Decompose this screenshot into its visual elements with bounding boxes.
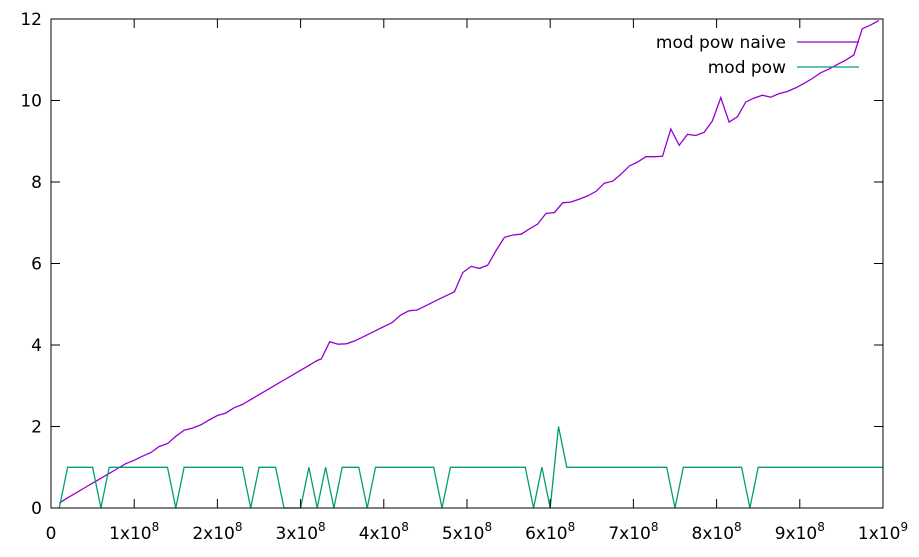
x-tick-label: 0 — [46, 524, 57, 544]
y-tick-label: 8 — [31, 173, 42, 193]
x-tick-label: 9x108 — [775, 520, 825, 544]
x-tick-label: 7x108 — [608, 520, 658, 544]
legend-label-2: mod pow — [708, 58, 786, 78]
x-tick-label: 1x109 — [858, 520, 908, 544]
y-tick-label: 2 — [31, 418, 42, 438]
y-tick-label: 0 — [31, 499, 42, 519]
x-tick-label: 2x108 — [192, 520, 242, 544]
y-tick-label: 4 — [31, 336, 42, 356]
legend: mod pow naive mod pow — [656, 33, 859, 78]
plot-frame — [50, 18, 884, 509]
legend-label-1: mod pow naive — [656, 33, 786, 53]
x-tick-label: 6x108 — [525, 520, 575, 544]
x-tick-label: 3x108 — [276, 520, 326, 544]
y-tick-label: 10 — [20, 92, 42, 112]
series-line-2 — [58, 426, 883, 509]
x-tick-label: 8x108 — [692, 520, 742, 544]
y-tick-label: 12 — [20, 10, 42, 30]
axes-layer: 0 2 4 6 8 10 12 0 1x108 2x108 3x108 4x108 5x108 6x108… — [20, 10, 908, 544]
x-tick-label: 1x108 — [109, 520, 159, 544]
y-tick-label: 6 — [31, 255, 42, 275]
x-tick-label: 4x108 — [359, 520, 409, 544]
x-tick-label: 5x108 — [442, 520, 492, 544]
series-layer — [58, 20, 883, 509]
series-line-1 — [58, 20, 880, 504]
